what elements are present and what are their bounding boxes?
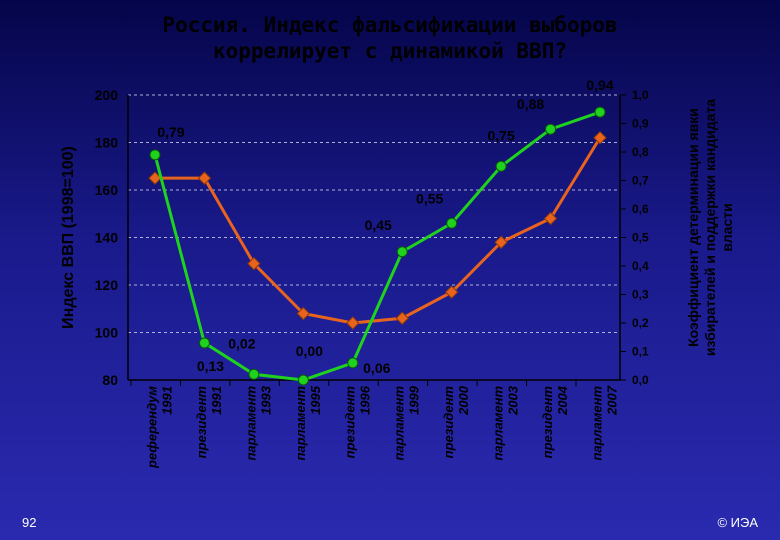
x-tick-label-line: президент — [540, 386, 555, 459]
y-axis-title: Индекс ВВП (1998=100) — [60, 146, 77, 329]
y-tick-label: 200 — [95, 87, 119, 103]
data-label: 0,75 — [487, 127, 514, 143]
axes: 80 100 120 140 160 180 200 0,0 0,1 0,2 0,3 0,4 0,5 0,… — [60, 87, 735, 469]
series-point — [248, 368, 260, 380]
series-point — [545, 123, 557, 135]
series-point — [149, 149, 161, 161]
data-label: 0,00 — [296, 343, 323, 359]
data-label: 0,79 — [157, 124, 184, 140]
x-tick-label-line: 1991 — [209, 386, 224, 415]
data-label: 0,88 — [517, 96, 544, 112]
data-label: 0,94 — [586, 77, 613, 93]
data-label: 0,13 — [197, 358, 224, 374]
series-point — [396, 246, 408, 258]
chart-title: Россия. Индекс фальсификации выборов кор… — [162, 13, 618, 63]
series-point — [347, 357, 359, 369]
data-label: 0,02 — [228, 335, 255, 351]
y2-tick-label: 0,5 — [632, 231, 649, 245]
series-line — [155, 136, 602, 325]
x-tick-label-line: президент — [441, 386, 456, 459]
x-tick-label: референдум 1991 — [145, 386, 175, 469]
y2-tick-label: 1,0 — [632, 88, 649, 102]
x-tick-label: президент 1991 — [194, 386, 224, 459]
series-point — [446, 217, 458, 229]
data-label: 0,45 — [365, 217, 392, 233]
y2-tick-label: 0,3 — [632, 288, 649, 302]
x-tick-label-line: референдум — [145, 386, 160, 469]
x-tick-label: парламент 2007 — [590, 385, 620, 460]
y-tick-label: 120 — [95, 277, 119, 293]
series-point — [247, 256, 261, 271]
x-tick-label-line: 1999 — [407, 385, 422, 415]
x-tick-label-line: 2003 — [506, 385, 521, 416]
x-tick-label-line: президент — [342, 386, 357, 459]
y2-tick-label: 0,4 — [632, 259, 649, 273]
data-label: 0,06 — [363, 360, 390, 376]
x-tick-label: парламент 1993 — [243, 385, 273, 460]
series-line — [153, 110, 601, 382]
x-tick-label-line: 2000 — [456, 385, 471, 416]
y2-tick-label: 0,6 — [632, 202, 649, 216]
labels: 0,79 0,130,02 0,00 0,06 0,45 0,55 0,750,88 0,94 — [157, 77, 613, 376]
y2-tick-label: 0,7 — [632, 174, 649, 188]
y2-tick-label: 0,8 — [632, 145, 649, 159]
x-tick-label-line: 1996 — [357, 385, 372, 415]
x-tick-label-line: парламент — [392, 386, 407, 461]
y2-tick-label: 0,0 — [632, 373, 649, 387]
x-tick-label: президент 1996 — [342, 385, 372, 458]
x-tick-label-line: 2007 — [605, 385, 620, 416]
y-tick-label: 140 — [95, 230, 119, 246]
series-point — [495, 160, 507, 172]
series-point — [198, 337, 210, 349]
x-tick-label: президент 2000 — [441, 385, 471, 458]
series-point — [197, 171, 212, 185]
series-point — [543, 211, 558, 226]
series-point — [494, 235, 508, 249]
y-tick-label: 80 — [102, 372, 118, 388]
series-point — [444, 285, 459, 299]
series-point — [148, 171, 162, 185]
series-point — [346, 316, 360, 330]
series — [148, 106, 607, 386]
y-tick-label: 100 — [95, 325, 119, 341]
series-point — [593, 131, 607, 145]
page-number: 92 — [22, 515, 37, 530]
copyright-text: © ИЭА — [717, 515, 758, 530]
data-label: 0,55 — [416, 190, 443, 206]
x-tick-label-line: 1993 — [258, 385, 273, 415]
x-tick-label-line: 1995 — [308, 385, 323, 415]
gridlines — [128, 94, 620, 333]
y-tick-label: 160 — [95, 182, 119, 198]
x-tick-label: парламент 1999 — [392, 385, 422, 460]
y-tick-label: 180 — [95, 135, 119, 151]
y2-axis-title-line: власти — [719, 203, 735, 251]
x-tick-label-line: 1991 — [160, 386, 175, 415]
series-point — [296, 306, 311, 321]
x-tick-label-line: 2004 — [555, 385, 570, 416]
y2-axis-title-line: Коэффициент детерминации явки — [685, 108, 701, 347]
y2-tick-label: 0,9 — [632, 117, 649, 131]
x-tick-label: парламент 2003 — [491, 385, 521, 460]
x-tick-label-line: парламент — [491, 386, 506, 461]
x-tick-label-line: парламент — [293, 386, 308, 461]
x-tick-label: парламент 1995 — [293, 385, 323, 460]
y2-axis-title: Коэффициент детерминации явки избирателей… — [685, 99, 735, 356]
y2-axis-title-line: избирателей и поддержки кандидата — [702, 99, 718, 356]
x-tick-label-line: парламент — [590, 386, 605, 461]
y2-tick-label: 0,1 — [632, 345, 649, 359]
series-point — [297, 374, 309, 386]
y2-tick-label: 0,2 — [632, 316, 649, 330]
x-tick-label-line: парламент — [243, 386, 258, 461]
series-point — [594, 106, 606, 118]
x-tick-label: президент 2004 — [540, 385, 570, 458]
x-tick-label-line: президент — [194, 386, 209, 459]
series-point — [395, 311, 409, 325]
